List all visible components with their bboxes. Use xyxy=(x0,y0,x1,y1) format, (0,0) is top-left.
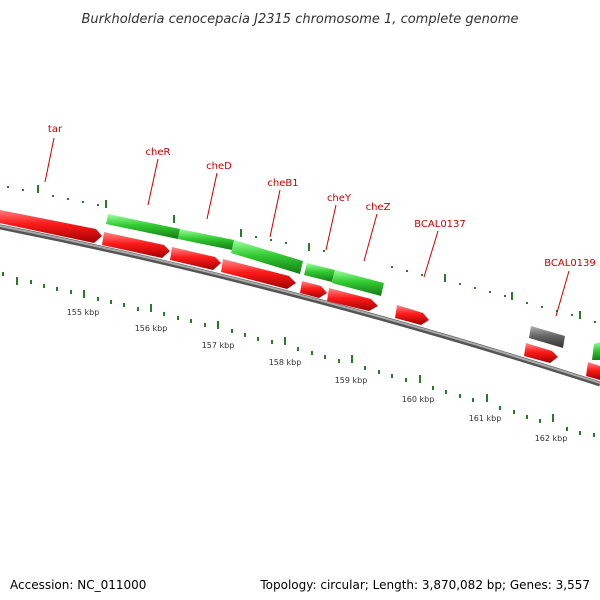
gene-arrow-forward xyxy=(178,229,234,250)
outer-tick-ring xyxy=(7,185,596,323)
inner-tick-ring xyxy=(2,272,595,437)
kbp-label-158: 158 kbp xyxy=(269,358,302,367)
gene-label-cheD: cheD xyxy=(206,161,232,172)
gene-arrow-reverse xyxy=(395,305,429,325)
backbone-line-highlight xyxy=(0,224,600,384)
gene-arrow-forward xyxy=(106,214,180,239)
map-title: Burkholderia cenocepacia J2315 chromosom… xyxy=(81,12,518,27)
gene-arrow-reverse xyxy=(524,343,558,363)
kbp-label-155: 155 kbp xyxy=(67,308,100,317)
label-leader-cheZ xyxy=(363,213,378,262)
label-leader-BCAL0137 xyxy=(423,230,439,278)
gene-arrow-reverse xyxy=(0,209,102,243)
label-leader-cheY xyxy=(325,204,337,251)
gene-arrow-reverse xyxy=(170,247,221,270)
kbp-label-159: 159 kbp xyxy=(335,376,368,385)
gene-label-cheR: cheR xyxy=(146,147,171,158)
reverse-strand-genes xyxy=(0,209,600,380)
kbp-labels: 155 kbp 156 kbp 157 kbp 158 kbp 159 kbp … xyxy=(67,308,568,443)
gene-label-BCAL0139: BCAL0139 xyxy=(544,258,596,269)
gene-arrow-reverse xyxy=(102,232,170,258)
other-genes xyxy=(529,326,565,348)
gene-label-leaders xyxy=(44,137,570,317)
label-leader-cheD xyxy=(206,172,218,220)
gene-arrow-forward xyxy=(231,240,303,274)
label-leader-cheB1 xyxy=(269,189,281,238)
gene-arrow-reverse xyxy=(300,281,327,298)
kbp-label-156: 156 kbp xyxy=(135,324,168,333)
gene-arrow-reverse xyxy=(221,259,296,289)
gene-label-cheY: cheY xyxy=(327,193,352,204)
gene-labels: tar cheR cheD cheB1 cheY cheZ BCAL0137 B… xyxy=(48,124,596,269)
gene-label-cheZ: cheZ xyxy=(366,202,391,213)
backbone xyxy=(0,224,600,387)
gene-label-BCAL0137: BCAL0137 xyxy=(414,219,466,230)
gene-label-cheB1: cheB1 xyxy=(267,178,298,189)
kbp-label-157: 157 kbp xyxy=(202,341,235,350)
forward-strand-genes xyxy=(106,214,600,360)
gene-arrow-forward xyxy=(592,342,600,360)
kbp-label-160: 160 kbp xyxy=(402,395,435,404)
kbp-label-161: 161 kbp xyxy=(469,414,502,423)
gene-block-other xyxy=(529,326,565,348)
label-leader-cheR xyxy=(147,158,159,206)
kbp-label-162: 162 kbp xyxy=(535,434,568,443)
label-leader-tar xyxy=(44,137,55,183)
label-leader-BCAL0139 xyxy=(555,270,570,317)
accession-text: Accession: NC_011000 xyxy=(10,578,147,592)
gene-arrow-reverse xyxy=(327,288,378,311)
gene-arrow-forward xyxy=(304,263,335,282)
gene-arrow-forward xyxy=(332,270,384,296)
genome-summary-text: Topology: circular; Length: 3,870,082 bp… xyxy=(260,578,590,592)
gene-label-tar: tar xyxy=(48,124,63,135)
gene-arrow-reverse xyxy=(586,362,600,380)
